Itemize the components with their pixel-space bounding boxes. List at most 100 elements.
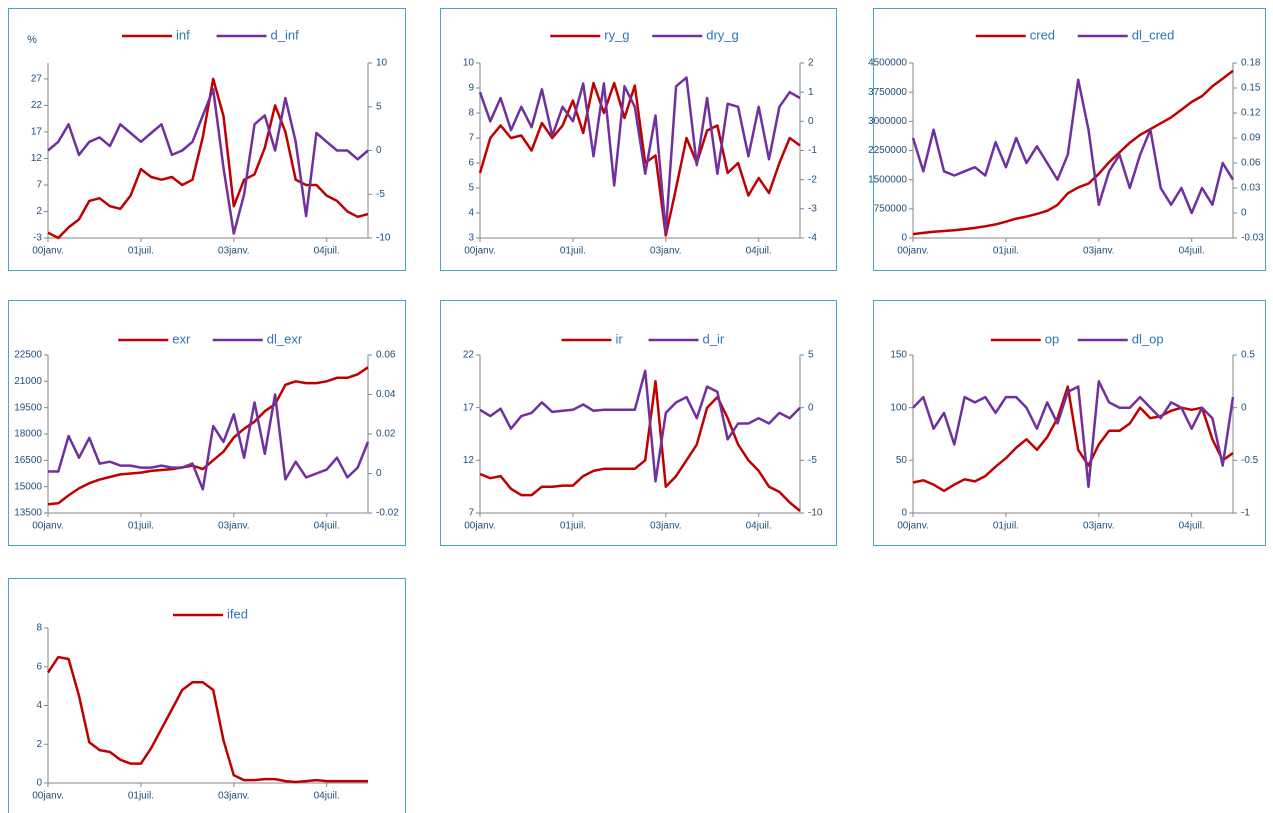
x-tick-label: 03janv. bbox=[218, 246, 250, 257]
x-tick-label: 03janv. bbox=[218, 521, 250, 532]
y2-tick-label: 0 bbox=[376, 468, 382, 479]
y2-tick-label: -0.03 bbox=[1241, 233, 1264, 244]
y-tick-label: 3000000 bbox=[868, 116, 907, 127]
y-tick-label: 18000 bbox=[14, 429, 42, 440]
y2-tick-label: -1 bbox=[1241, 508, 1250, 519]
y-tick-label: 8 bbox=[468, 108, 474, 119]
x-tick-label: 00janv. bbox=[897, 246, 929, 257]
y2-tick-label: -0.5 bbox=[1241, 455, 1259, 466]
y-tick-label: 4 bbox=[36, 700, 42, 711]
y2-tick-label: 0.12 bbox=[1241, 108, 1261, 119]
x-tick-label: 01juil. bbox=[128, 246, 154, 257]
y-tick-label: 7 bbox=[468, 508, 474, 519]
y2-tick-label: 5 bbox=[376, 101, 382, 112]
chart-panel: 0 50 100 150 -1 -0.5 0 0.5 00janv. 01juil. 03janv.… bbox=[873, 300, 1266, 546]
panel-frame bbox=[440, 8, 837, 271]
y2-tick-label: 0.18 bbox=[1241, 58, 1261, 69]
y-tick-label: 8 bbox=[36, 623, 42, 634]
x-tick-label: 03janv. bbox=[1083, 521, 1115, 532]
y-tick-label: 2250000 bbox=[868, 145, 907, 156]
y-tick-label: 50 bbox=[896, 455, 908, 466]
y-tick-label: 2 bbox=[36, 206, 42, 217]
legend-label: ir bbox=[616, 331, 624, 346]
y2-tick-label: 0 bbox=[808, 402, 814, 413]
y2-tick-label: 1 bbox=[808, 87, 814, 98]
y-tick-label: 4 bbox=[468, 208, 474, 219]
y-tick-label: 4500000 bbox=[868, 58, 907, 69]
y2-tick-label: 0.15 bbox=[1241, 83, 1261, 94]
series-line bbox=[912, 380, 1235, 488]
y-tick-label: 17 bbox=[31, 127, 43, 138]
series-line bbox=[479, 369, 801, 483]
y-tick-label: 16500 bbox=[14, 455, 42, 466]
x-tick-label: 04juil. bbox=[1179, 521, 1205, 532]
legend-label: dl_op bbox=[1132, 331, 1164, 346]
y2-tick-label: -3 bbox=[808, 203, 817, 214]
x-tick-label: 04juil. bbox=[746, 246, 772, 257]
y-tick-label: 22 bbox=[31, 100, 43, 111]
legend-label: dl_cred bbox=[1132, 27, 1175, 42]
panel-frame bbox=[8, 578, 406, 813]
legend-label: op bbox=[1045, 331, 1059, 346]
x-tick-label: 04juil. bbox=[314, 246, 340, 257]
x-tick-label: 04juil. bbox=[1179, 246, 1205, 257]
x-tick-label: 01juil. bbox=[128, 791, 154, 802]
y-tick-label: 2 bbox=[36, 739, 42, 750]
legend-label: dry_g bbox=[706, 27, 739, 42]
y-tick-label: 3750000 bbox=[868, 87, 907, 98]
chart-panel: 3 4 5 6 7 8 9 10 -4 -3 -2 -1 0 1 2 00janv. 01juil. 03janv… bbox=[440, 8, 837, 271]
y-tick-label: 7 bbox=[468, 133, 474, 144]
y-tick-label: 6 bbox=[468, 158, 474, 169]
y2-tick-label: 0 bbox=[1241, 208, 1247, 219]
series-line bbox=[47, 77, 369, 240]
y-tick-label: 12 bbox=[31, 153, 43, 164]
y-tick-label: 6 bbox=[36, 661, 42, 672]
y2-tick-label: -10 bbox=[376, 233, 391, 244]
x-tick-label: 01juil. bbox=[560, 521, 586, 532]
y2-tick-label: 0 bbox=[376, 145, 382, 156]
y-tick-label: 1500000 bbox=[868, 174, 907, 185]
x-tick-label: 01juil. bbox=[128, 521, 154, 532]
legend-label: d_inf bbox=[271, 27, 300, 42]
chart-panel: 0 2 4 6 8 00janv. 01juil. 03janv. 04juil. ifed bbox=[8, 578, 406, 813]
x-tick-label: 03janv. bbox=[218, 791, 250, 802]
legend-label: ifed bbox=[227, 606, 248, 621]
y2-tick-label: 0.04 bbox=[376, 389, 396, 400]
x-tick-label: 04juil. bbox=[746, 521, 772, 532]
y-tick-label: 27 bbox=[31, 74, 43, 85]
x-tick-label: 01juil. bbox=[993, 246, 1019, 257]
y2-tick-label: 0.5 bbox=[1241, 350, 1255, 361]
y-tick-label: 15000 bbox=[14, 481, 42, 492]
y-tick-label: 0 bbox=[36, 778, 42, 789]
y2-tick-label: 10 bbox=[376, 58, 388, 69]
y-tick-label: 5 bbox=[468, 183, 474, 194]
legend-label: cred bbox=[1030, 27, 1055, 42]
x-tick-label: 04juil. bbox=[314, 521, 340, 532]
x-tick-label: 00janv. bbox=[32, 521, 64, 532]
y2-tick-label: -2 bbox=[808, 174, 817, 185]
series-line bbox=[478, 76, 801, 234]
series-line bbox=[48, 393, 370, 491]
legend-label: inf bbox=[176, 27, 190, 42]
x-tick-label: 03janv. bbox=[650, 521, 682, 532]
y2-tick-label: 0.09 bbox=[1241, 133, 1261, 144]
x-tick-label: 01juil. bbox=[993, 521, 1019, 532]
x-tick-label: 00janv. bbox=[464, 246, 496, 257]
chart-panel: 13500 15000 16500 18000 19500 21000 22500 -0.02… bbox=[8, 300, 406, 546]
y2-tick-label: 0 bbox=[1241, 402, 1247, 413]
y2-tick-label: -5 bbox=[376, 189, 385, 200]
x-tick-label: 00janv. bbox=[32, 246, 64, 257]
x-tick-label: 00janv. bbox=[464, 521, 496, 532]
legend-label: exr bbox=[172, 331, 191, 346]
y-tick-label: 22 bbox=[463, 350, 475, 361]
panel-frame bbox=[8, 8, 406, 271]
y-tick-label: 22500 bbox=[14, 350, 42, 361]
y2-tick-label: -5 bbox=[808, 455, 817, 466]
x-tick-label: 03janv. bbox=[650, 246, 682, 257]
y-tick-label: 10 bbox=[463, 58, 475, 69]
panel-frame bbox=[440, 300, 837, 546]
panel-frame bbox=[8, 300, 406, 546]
y-tick-label: 750000 bbox=[874, 203, 908, 214]
